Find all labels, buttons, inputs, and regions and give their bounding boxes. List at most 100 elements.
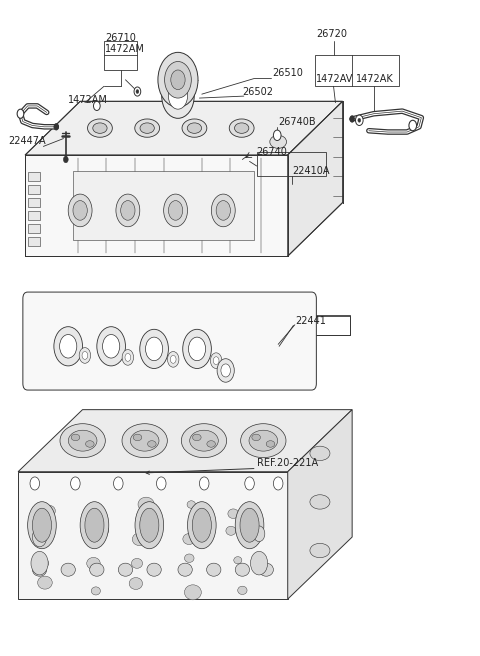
Text: 26720: 26720 [316,30,348,39]
Circle shape [54,327,83,366]
Ellipse shape [270,135,287,148]
Circle shape [134,87,141,96]
Ellipse shape [87,504,104,520]
FancyBboxPatch shape [23,292,316,390]
Ellipse shape [183,533,195,544]
Ellipse shape [181,424,227,458]
Circle shape [162,74,194,118]
Ellipse shape [234,557,242,564]
Circle shape [68,194,92,227]
Circle shape [158,52,198,107]
Ellipse shape [61,563,75,576]
Text: 26710: 26710 [106,33,136,43]
Ellipse shape [240,424,286,458]
Circle shape [125,354,131,361]
Ellipse shape [132,558,143,568]
Ellipse shape [131,430,159,451]
Circle shape [350,115,355,122]
Text: 26740: 26740 [257,147,288,157]
Circle shape [33,527,47,547]
Circle shape [171,70,185,90]
Ellipse shape [60,424,105,458]
Ellipse shape [184,554,194,562]
Polygon shape [25,155,288,256]
Text: 22410A: 22410A [292,167,330,176]
Ellipse shape [135,119,159,137]
Circle shape [103,335,120,358]
Circle shape [82,352,88,359]
Ellipse shape [228,509,239,518]
Circle shape [164,194,188,227]
Circle shape [116,194,140,227]
Circle shape [210,353,222,369]
Ellipse shape [206,563,221,576]
Circle shape [216,201,230,220]
Bar [28,198,39,207]
Polygon shape [18,472,288,599]
Ellipse shape [310,446,330,461]
Circle shape [358,118,361,122]
Circle shape [165,62,192,98]
Text: 1472AV: 1472AV [316,74,354,85]
Circle shape [156,477,166,490]
Ellipse shape [178,563,192,576]
Ellipse shape [266,441,275,447]
Ellipse shape [138,497,154,512]
Ellipse shape [235,563,250,576]
Circle shape [274,130,281,140]
Circle shape [253,526,265,542]
Circle shape [136,90,139,94]
Ellipse shape [135,502,164,548]
Ellipse shape [43,505,55,516]
Polygon shape [288,101,343,256]
Circle shape [245,477,254,490]
Ellipse shape [147,563,161,576]
Bar [104,41,137,70]
Ellipse shape [310,495,330,509]
Circle shape [140,329,168,369]
Circle shape [30,477,39,490]
Ellipse shape [80,502,109,548]
Circle shape [63,156,68,163]
Circle shape [73,201,87,220]
Ellipse shape [36,558,48,569]
Circle shape [120,201,135,220]
Ellipse shape [147,441,156,447]
Circle shape [211,194,235,227]
Ellipse shape [226,526,236,535]
Ellipse shape [182,119,207,137]
Circle shape [356,115,363,125]
Text: 26502: 26502 [242,87,274,96]
Ellipse shape [249,430,277,451]
Ellipse shape [91,587,100,595]
Text: 1472AM: 1472AM [68,95,108,105]
Text: 1472AM: 1472AM [106,44,145,54]
Circle shape [60,335,77,358]
Ellipse shape [252,434,261,441]
Bar [28,224,39,234]
Circle shape [145,337,163,361]
Circle shape [168,83,188,109]
Ellipse shape [133,434,142,441]
Circle shape [199,477,209,490]
Ellipse shape [192,508,211,543]
Ellipse shape [187,123,202,133]
Text: REF.20-221A: REF.20-221A [257,459,318,468]
Ellipse shape [85,441,94,447]
Ellipse shape [187,501,195,508]
Ellipse shape [132,533,146,546]
Bar [28,172,39,181]
Bar [28,237,39,247]
Circle shape [170,356,176,363]
Bar [257,152,326,176]
Polygon shape [18,409,352,472]
Circle shape [168,201,183,220]
Ellipse shape [90,563,104,576]
Text: 26740B: 26740B [278,117,316,127]
Text: 26510: 26510 [273,68,303,78]
Text: 22447A: 22447A [9,136,46,146]
Circle shape [54,123,59,130]
Circle shape [274,477,283,490]
Ellipse shape [310,543,330,558]
Ellipse shape [240,508,259,543]
